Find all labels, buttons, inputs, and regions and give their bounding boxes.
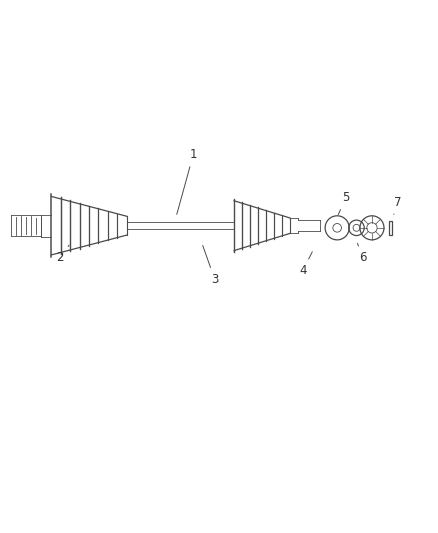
Bar: [389, 221, 392, 235]
Text: 7: 7: [394, 196, 401, 214]
Text: 4: 4: [299, 252, 312, 277]
Text: 6: 6: [357, 244, 367, 264]
Text: 5: 5: [338, 191, 350, 215]
Text: 2: 2: [56, 245, 69, 264]
Text: 1: 1: [177, 148, 197, 214]
Text: 3: 3: [203, 246, 219, 286]
